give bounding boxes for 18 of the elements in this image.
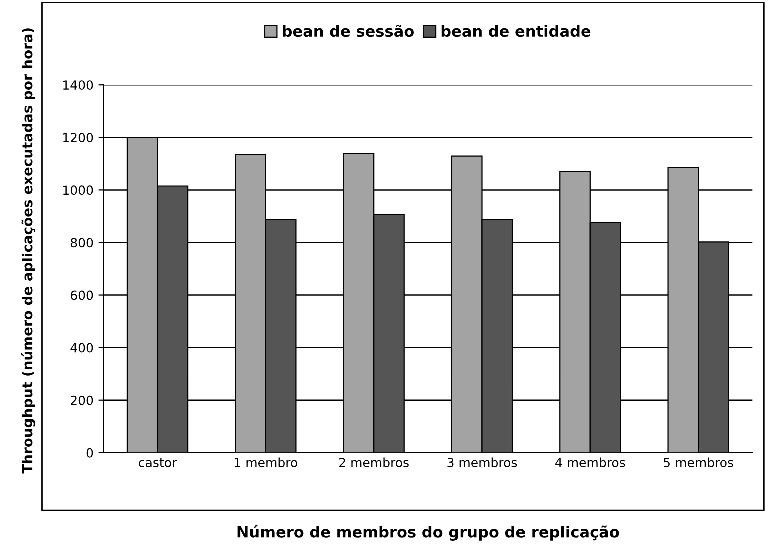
x-tick-label: 1 membro (235, 458, 298, 468)
y-tick-label: 200 (71, 396, 94, 406)
x-tick-label: 3 membros (448, 458, 518, 468)
y-tick-label: 0 (86, 448, 94, 458)
x-tick-label: 4 membros (556, 458, 626, 468)
y-tick-label: 400 (70, 343, 94, 353)
x-tick-label: 5 membros (664, 458, 734, 468)
y-tick-label: 1200 (64, 133, 94, 143)
x-tick-label: 2 membros (340, 458, 409, 468)
y-tick-label: 1000 (64, 186, 94, 196)
y-tick-label: 1400 (64, 80, 94, 90)
y-axis-title: Throughput (número de aplicações executadas por hora) (21, 28, 36, 474)
legend-label: bean de entidade (442, 25, 591, 38)
x-tick-label: castor (139, 458, 178, 468)
y-tick-label: 800 (70, 238, 94, 248)
x-axis-title: Número de membros do grupo de replicação (238, 525, 620, 541)
legend-label: bean de sessão (283, 25, 414, 38)
y-tick-label: 600 (70, 290, 94, 300)
